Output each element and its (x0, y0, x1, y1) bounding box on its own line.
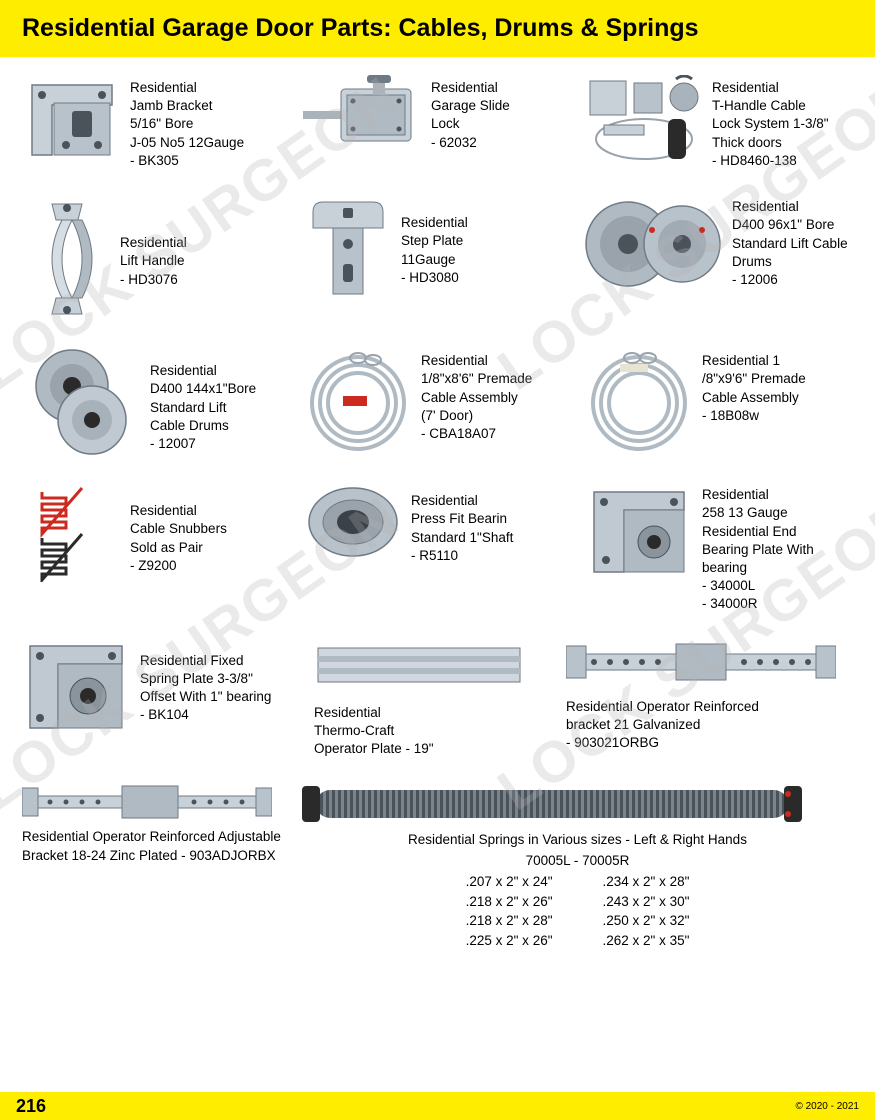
item-text: Residential T-Handle Cable Lock System 1… (712, 75, 829, 170)
item-operator-bracket-21: Residential Operator Reinforced bracket … (566, 638, 853, 759)
cable-snubbers-image (22, 482, 122, 582)
lift-handle-image (22, 194, 112, 324)
item-springs-various: Residential Springs in Various sizes - L… (302, 782, 853, 950)
item-text: Residential D400 96x1" Bore Standard Lif… (732, 194, 848, 289)
springs-size-col: .234 x 2" x 28" .243 x 2" x 30" .250 x 2… (603, 872, 690, 950)
item-end-bearing-plate: Residential 258 13 Gauge Residential End… (584, 482, 853, 614)
page-title: Residential Garage Door Parts: Cables, D… (22, 14, 853, 43)
item-t-handle-lock: Residential T-Handle Cable Lock System 1… (584, 75, 853, 170)
item-text: Residential Operator Reinforced bracket … (566, 694, 759, 753)
springs-title: Residential Springs in Various sizes - L… (302, 832, 853, 847)
press-fit-bearing-image (303, 482, 403, 562)
catalog-content: Residential Jamb Bracket 5/16" Bore J-05… (0, 57, 875, 951)
springs-size-col: .207 x 2" x 24" .218 x 2" x 26" .218 x 2… (466, 872, 553, 950)
cable-drums-96-image (584, 194, 724, 294)
spring-section: Residential Operator Reinforced Adjustab… (22, 782, 853, 950)
jamb-bracket-image (22, 75, 122, 165)
catalog-row: Residential Lift Handle - HD3076 Residen… (22, 194, 853, 324)
catalog-row: Residential Cable Snubbers Sold as Pair … (22, 482, 853, 614)
item-cable-snubbers: Residential Cable Snubbers Sold as Pair … (22, 482, 291, 614)
item-text: Residential Press Fit Bearin Standard 1"… (411, 482, 513, 565)
item-lift-handle: Residential Lift Handle - HD3076 (22, 194, 291, 324)
copyright: © 2020 - 2021 (795, 1101, 859, 1112)
catalog-row: Residential Jamb Bracket 5/16" Bore J-05… (22, 75, 853, 170)
item-cable-drums-144: Residential D400 144x1"Bore Standard Lif… (22, 348, 291, 458)
adjustable-bracket-image (22, 782, 272, 822)
item-text: Residential Jamb Bracket 5/16" Bore J-05… (130, 75, 244, 170)
catalog-row: Residential D400 144x1"Bore Standard Lif… (22, 348, 853, 458)
step-plate-image (303, 194, 393, 304)
header-bar: Residential Garage Door Parts: Cables, D… (0, 0, 875, 57)
end-bearing-plate-image (584, 482, 694, 582)
item-text: Residential Thermo-Craft Operator Plate … (314, 700, 434, 759)
item-text: Residential 1/8"x8'6" Premade Cable Asse… (421, 348, 532, 443)
cable-drums-144-image (22, 348, 142, 458)
item-thermo-craft-plate: Residential Thermo-Craft Operator Plate … (314, 638, 554, 759)
garage-slide-lock-image (303, 75, 423, 155)
item-text: Residential Operator Reinforced Adjustab… (22, 828, 282, 864)
springs-subtitle: 70005L - 70005R (302, 853, 853, 868)
item-garage-slide-lock: Residential Garage Slide Lock - 62032 (303, 75, 572, 170)
item-adjustable-bracket: Residential Operator Reinforced Adjustab… (22, 782, 282, 950)
item-cable-drums-96: Residential D400 96x1" Bore Standard Lif… (584, 194, 853, 324)
catalog-row: Residential Fixed Spring Plate 3-3/8" Of… (22, 638, 853, 759)
item-text: Residential Garage Slide Lock - 62032 (431, 75, 510, 152)
item-cable-assembly-9ft: Residential 1 /8"x9'6" Premade Cable Ass… (584, 348, 853, 458)
page-number: 216 (16, 1096, 46, 1117)
item-text: Residential Step Plate 11Gauge - HD3080 (401, 194, 468, 287)
item-text: Residential Cable Snubbers Sold as Pair … (130, 482, 227, 575)
springs-size-list: .207 x 2" x 24" .218 x 2" x 26" .218 x 2… (302, 872, 853, 950)
item-text: Residential Lift Handle - HD3076 (120, 194, 187, 289)
item-press-fit-bearing: Residential Press Fit Bearin Standard 1"… (303, 482, 572, 614)
operator-bracket-21-image (566, 638, 836, 686)
item-text: Residential D400 144x1"Bore Standard Lif… (150, 348, 256, 453)
t-handle-lock-image (584, 75, 704, 165)
item-text: Residential 258 13 Gauge Residential End… (702, 482, 814, 614)
item-text: Residential 1 /8"x9'6" Premade Cable Ass… (702, 348, 806, 425)
springs-image (302, 782, 802, 826)
cable-assembly-7ft-image (303, 348, 413, 458)
item-cable-assembly-7ft: Residential 1/8"x8'6" Premade Cable Asse… (303, 348, 572, 458)
item-jamb-bracket: Residential Jamb Bracket 5/16" Bore J-05… (22, 75, 291, 170)
thermo-craft-plate-image (314, 638, 524, 692)
footer-bar: 216 © 2020 - 2021 (0, 1092, 875, 1120)
item-fixed-spring-plate: Residential Fixed Spring Plate 3-3/8" Of… (22, 638, 302, 759)
cable-assembly-9ft-image (584, 348, 694, 458)
item-step-plate: Residential Step Plate 11Gauge - HD3080 (303, 194, 572, 324)
item-text: Residential Fixed Spring Plate 3-3/8" Of… (140, 638, 271, 725)
fixed-spring-plate-image (22, 638, 132, 738)
